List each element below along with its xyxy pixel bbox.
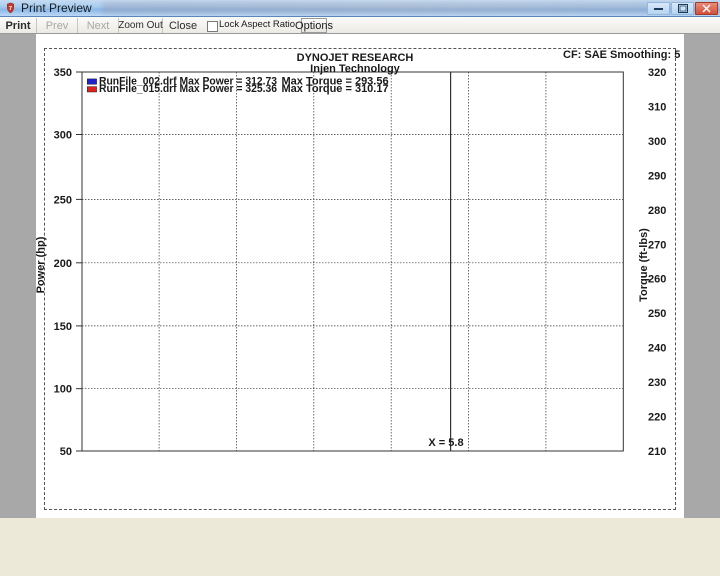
svg-text:100: 100 — [54, 384, 72, 396]
svg-text:250: 250 — [648, 308, 666, 320]
svg-text:Max Torque = 310.17: Max Torque = 310.17 — [282, 83, 389, 95]
svg-text:260: 260 — [648, 274, 666, 286]
svg-text:Torque (ft-lbs): Torque (ft-lbs) — [638, 228, 650, 302]
svg-text:270: 270 — [648, 239, 666, 251]
svg-text:Power (hp): Power (hp) — [35, 236, 47, 293]
svg-text:280: 280 — [648, 205, 666, 217]
svg-text:250: 250 — [54, 194, 72, 206]
svg-text:230: 230 — [648, 377, 666, 389]
svg-text:310: 310 — [648, 102, 666, 114]
svg-text:RunFile_015.drf Max Power = 32: RunFile_015.drf Max Power = 325.36 — [99, 83, 277, 95]
svg-text:150: 150 — [54, 321, 72, 333]
svg-text:240: 240 — [648, 343, 666, 355]
svg-text:200: 200 — [54, 258, 72, 270]
svg-text:300: 300 — [54, 130, 72, 142]
svg-text:210: 210 — [648, 446, 666, 458]
svg-text:350: 350 — [54, 67, 72, 79]
svg-text:320: 320 — [648, 67, 666, 79]
svg-text:220: 220 — [648, 412, 666, 424]
svg-text:300: 300 — [648, 136, 666, 148]
svg-text:Injen Technology: Injen Technology — [310, 63, 401, 75]
svg-text:CF: SAE Smoothing: 5: CF: SAE Smoothing: 5 — [563, 49, 680, 61]
svg-text:50: 50 — [60, 446, 72, 458]
svg-text:X = 5.8: X = 5.8 — [428, 437, 463, 449]
svg-text:290: 290 — [648, 170, 666, 182]
